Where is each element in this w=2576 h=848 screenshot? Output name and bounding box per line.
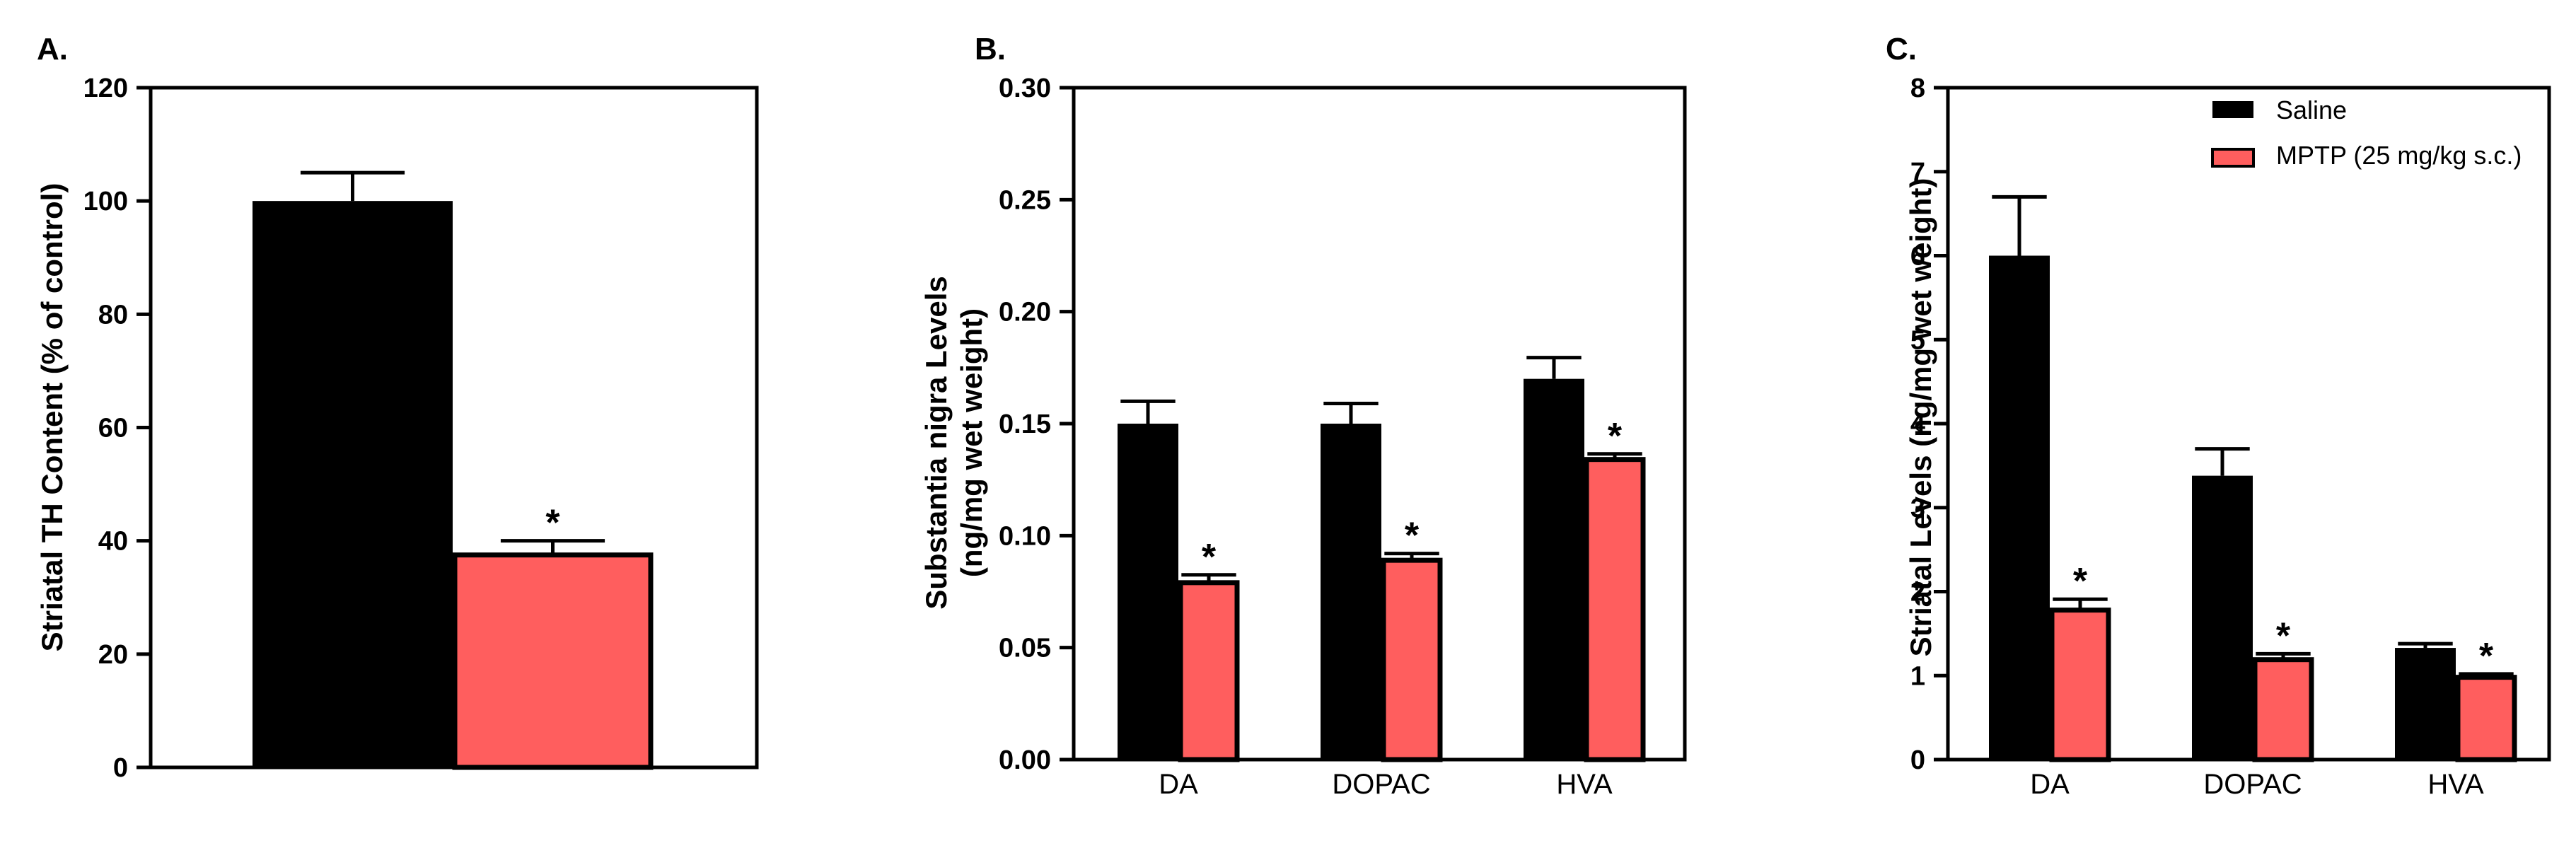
panel-a-bar — [253, 201, 453, 768]
panel-a-y-tick-label: 40 — [98, 527, 128, 557]
panel-a-y-axis-label: Striatal TH Content (% of control) — [35, 183, 69, 652]
panel-a-y-tick-label: 20 — [98, 640, 128, 670]
legend: Saline MPTP (25 mg/kg s.c.) — [2211, 95, 2522, 170]
panel-c-significance-star: * — [2479, 636, 2494, 677]
panel-c-y-axis-label: Striatal Levels (ng/mg wet weight) — [1904, 178, 1937, 657]
panel-c-y-tick-label: 6 — [1910, 242, 1925, 272]
panel-b-bar — [1524, 378, 1584, 760]
panel-c-title: C. — [1886, 32, 1917, 66]
panel-a-y-tick-label: 120 — [83, 74, 128, 103]
panel-b-significance-star: * — [1608, 416, 1623, 457]
panel-c-bar — [2049, 608, 2111, 762]
panel-c-plot: 0 1 2 3 4 5 6 7 8 * DA * DOPAC * HVA — [1910, 74, 2551, 800]
panel-c-bar — [2252, 657, 2314, 762]
panel-a-title: A. — [37, 32, 68, 66]
panel-b-title: B. — [975, 32, 1006, 66]
panel-b-y-tick-label: 0.10 — [999, 521, 1051, 551]
panel-b-bar — [1584, 457, 1646, 762]
panel-b-y-axis-label-line-2: (ng/mg wet weight) — [955, 308, 988, 577]
panel-b-significance-star: * — [1405, 516, 1420, 557]
panel-b-y-tick-label: 0.25 — [999, 185, 1051, 215]
panel-b-x-tick-label: HVA — [1556, 769, 1613, 800]
panel-a-y-tick-label: 100 — [83, 187, 128, 216]
panel-a-plot: 0 20 40 60 80 100 120 * — [83, 74, 759, 783]
panel-a-bar — [452, 552, 654, 770]
panel-c-y-tick-label: 4 — [1910, 410, 1925, 439]
panel-c-y-tick-label: 7 — [1910, 158, 1925, 187]
chart-panel-c: C. Striatal Levels (ng/mg wet weight) 0 1… — [1886, 32, 2551, 800]
panel-c-x-tick-label: DOPAC — [2203, 769, 2302, 800]
panel-c-bar — [1989, 255, 2050, 760]
panel-c-bar — [2395, 648, 2456, 760]
panel-c-y-tick-label: 0 — [1910, 745, 1925, 775]
panel-c-x-tick-label: DA — [2030, 769, 2070, 800]
panel-b-y-tick-label: 0.15 — [999, 410, 1051, 439]
panel-b-bar — [1321, 424, 1381, 760]
panel-b-y-tick-label: 0.30 — [999, 74, 1051, 103]
panel-b-bar — [1118, 424, 1178, 760]
panel-b-y-axis-label-line-1: Substantia nigra Levels — [919, 276, 953, 609]
panel-b-y-tick-label: 0.00 — [999, 745, 1051, 775]
panel-b-y-tick-label: 0.20 — [999, 298, 1051, 327]
legend-label-mptp: MPTP (25 mg/kg s.c.) — [2276, 141, 2522, 170]
panel-a-y-tick-label: 0 — [113, 753, 128, 783]
panel-b-significance-star: * — [1202, 537, 1217, 578]
panel-b-plot: 0.00 0.05 0.10 0.15 0.20 0.25 0.30 * DA * DOPAC * HV… — [999, 74, 1687, 800]
panel-c-significance-star: * — [2073, 561, 2088, 602]
panel-c-y-tick-label: 2 — [1910, 578, 1925, 608]
legend-label-saline: Saline — [2276, 95, 2347, 124]
panel-b-bar — [1178, 580, 1240, 762]
panel-c-y-tick-label: 5 — [1910, 325, 1925, 355]
chart-panel-b: B. Substantia nigra Levels (ng/mg wet we… — [919, 32, 1687, 800]
panel-c-y-tick-label: 3 — [1910, 494, 1925, 523]
panel-c-significance-star: * — [2276, 615, 2291, 656]
panel-b-x-tick-label: DA — [1159, 769, 1198, 800]
legend-swatch-mptp — [2211, 148, 2255, 168]
panel-b-x-tick-label: DOPAC — [1332, 769, 1430, 800]
panel-c-x-tick-label: HVA — [2427, 769, 2484, 800]
panel-a-significance-star: * — [545, 503, 560, 544]
panel-b-bar — [1381, 557, 1443, 762]
panel-c-bar — [2455, 675, 2517, 762]
panel-c-y-tick-label: 1 — [1910, 661, 1925, 691]
panel-c-bar — [2192, 475, 2253, 760]
panel-a-y-tick-label: 80 — [98, 300, 128, 330]
panel-b-y-tick-label: 0.05 — [999, 634, 1051, 663]
panel-c-y-tick-label: 8 — [1910, 74, 1925, 103]
legend-swatch-saline — [2212, 101, 2253, 118]
panel-a-y-tick-label: 60 — [98, 414, 128, 443]
chart-panel-a: A. Striatal TH Content (% of control) 0 2… — [35, 32, 759, 783]
